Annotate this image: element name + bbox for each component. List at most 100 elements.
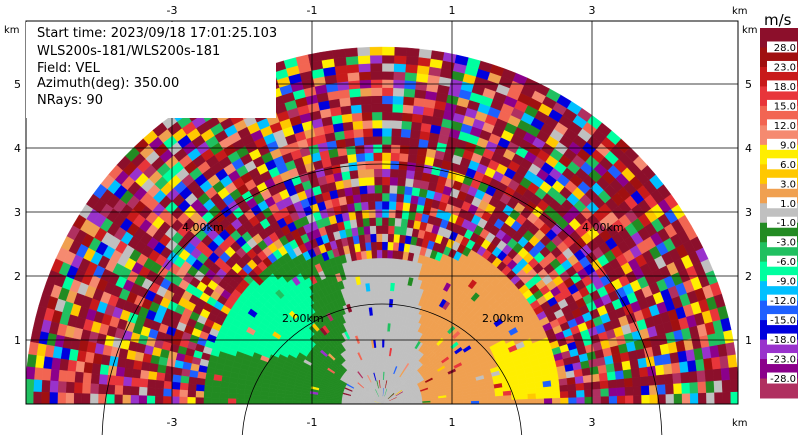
velocity-cell xyxy=(352,120,363,130)
velocity-cell xyxy=(673,382,683,395)
velocity-cell xyxy=(633,394,642,404)
velocity-cell xyxy=(535,386,545,394)
velocity-cell xyxy=(375,225,383,234)
velocity-cell xyxy=(211,397,221,404)
velocity-cell xyxy=(369,46,383,56)
velocity-cell xyxy=(171,381,181,391)
velocity-cell xyxy=(416,64,430,75)
velocity-cell xyxy=(381,95,393,105)
velocity-cell xyxy=(381,298,386,307)
velocity-cell xyxy=(543,391,553,399)
velocity-cell xyxy=(26,354,37,368)
velocity-cell xyxy=(391,119,403,130)
colorbar: m/s 28.0 23.0 18.0 15.0 12.0 9.0 6.0 3.0 1.0 -1.0 -… xyxy=(760,11,798,399)
range-ring-label: 2.00km xyxy=(482,312,524,325)
velocity-cell xyxy=(404,177,414,188)
velocity-cell xyxy=(391,111,403,121)
velocity-cell xyxy=(408,145,419,156)
velocity-cell xyxy=(371,249,378,259)
velocity-cell xyxy=(162,396,172,404)
velocity-cell xyxy=(67,359,77,372)
velocity-cell xyxy=(395,201,404,211)
velocity-cell xyxy=(621,360,632,371)
velocity-cell xyxy=(381,233,389,243)
velocity-cell xyxy=(347,161,358,172)
velocity-cell xyxy=(381,176,391,186)
velocity-cell xyxy=(154,387,164,397)
velocity-cell xyxy=(711,356,722,370)
velocity-cell xyxy=(300,400,310,404)
velocity-cell xyxy=(349,96,362,106)
velocity-cell xyxy=(503,394,512,400)
velocity-cell xyxy=(381,282,387,291)
velocity-cell xyxy=(41,368,52,382)
velocity-cell xyxy=(665,393,675,404)
velocity-cell xyxy=(712,368,723,382)
velocity-cell xyxy=(353,136,365,147)
velocity-cell xyxy=(352,193,362,204)
velocity-cell xyxy=(365,168,375,178)
velocity-cell xyxy=(332,48,346,59)
velocity-cell xyxy=(203,397,212,404)
velocity-cell xyxy=(567,390,577,398)
colorbar-label: 9.0 xyxy=(780,140,796,151)
velocity-cell xyxy=(606,371,617,381)
velocity-cell xyxy=(341,113,353,124)
velocity-cell xyxy=(220,381,230,389)
range-ring-label: 2.00km xyxy=(282,312,324,325)
velocity-cell xyxy=(178,396,188,404)
colorbar-label: 3.0 xyxy=(780,179,796,190)
velocity-cell xyxy=(219,386,229,394)
y-tick-label-right: 2 xyxy=(745,270,752,283)
velocity-cell xyxy=(615,378,626,388)
velocity-cell xyxy=(364,152,374,162)
velocity-cell xyxy=(42,356,53,370)
velocity-cell xyxy=(387,233,395,243)
velocity-cell xyxy=(391,128,402,138)
velocity-cell xyxy=(49,392,58,404)
velocity-cell xyxy=(697,381,707,394)
velocity-cell xyxy=(138,395,148,404)
velocity-cell xyxy=(399,136,411,147)
velocity-cell xyxy=(608,395,618,404)
velocity-cell xyxy=(375,217,383,226)
velocity-cell xyxy=(393,71,406,81)
velocity-cell xyxy=(714,391,723,404)
velocity-cell xyxy=(363,233,371,243)
velocity-cell xyxy=(470,400,480,404)
y-tick-label-left: 5 xyxy=(14,78,21,91)
velocity-cell xyxy=(180,375,190,384)
velocity-cell xyxy=(155,380,165,389)
velocity-cell xyxy=(58,369,68,383)
velocity-cell xyxy=(371,103,383,113)
velocity-cell xyxy=(592,396,602,404)
velocity-cell xyxy=(195,397,204,404)
velocity-cell xyxy=(228,382,238,389)
velocity-cell xyxy=(107,365,118,377)
velocity-cell xyxy=(399,144,410,155)
velocity-cell xyxy=(656,383,667,395)
azimuth-text: Azimuth(deg): 350.00 xyxy=(37,76,180,91)
velocity-cell xyxy=(179,382,189,391)
velocity-cell xyxy=(406,47,420,58)
velocity-cell xyxy=(365,176,375,186)
velocity-cell xyxy=(130,395,139,404)
velocity-cell xyxy=(65,392,75,404)
velocity-cell xyxy=(387,241,394,251)
velocity-cell xyxy=(607,379,617,389)
velocity-cell xyxy=(398,234,406,244)
velocity-cell xyxy=(163,380,173,390)
velocity-cell xyxy=(372,144,383,153)
velocity-cell xyxy=(381,168,391,178)
velocity-cell xyxy=(28,341,39,356)
velocity-cell xyxy=(260,391,270,397)
velocity-cell xyxy=(392,87,405,97)
velocity-cell xyxy=(543,397,553,404)
velocity-cell xyxy=(172,367,183,376)
velocity-cell xyxy=(376,241,383,251)
velocity-cell xyxy=(369,63,383,72)
velocity-cell xyxy=(33,367,44,381)
velocity-cell xyxy=(729,378,738,393)
x-tick-label-bottom: 1 xyxy=(449,416,456,429)
velocity-cell xyxy=(373,176,383,186)
